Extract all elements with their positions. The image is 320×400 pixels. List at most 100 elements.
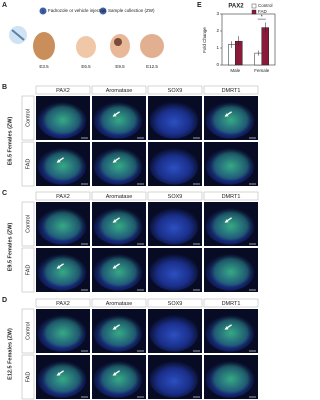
tissue [149, 207, 199, 245]
column-header-box [91, 85, 147, 95]
stage-label: E12.5 [146, 64, 158, 69]
tissue [149, 253, 199, 291]
row-label-box [21, 247, 35, 293]
stain [41, 207, 85, 241]
stage-label: E3.5 [39, 64, 49, 69]
panel-label: D [2, 297, 7, 304]
row-label: FAD [25, 372, 31, 383]
panel-label: A [2, 2, 7, 9]
stain [209, 360, 253, 394]
y-tick-label: 1 [216, 45, 219, 50]
y-axis-label: Fold Change [202, 27, 207, 53]
column-header-box [147, 191, 203, 201]
arrow-head [112, 113, 117, 117]
y-tick-label: 3 [216, 11, 219, 16]
plot-frame [221, 13, 276, 66]
column-header-box [91, 191, 147, 201]
embryo [110, 34, 130, 58]
column-header: DMRT1 [222, 88, 241, 94]
column-header-box [35, 298, 91, 308]
y-tick-label: 0 [216, 62, 219, 67]
row-label: FAD [25, 159, 31, 170]
step-number: 2 [102, 9, 105, 14]
group-label: E9.5 Females (ZW) [7, 223, 13, 272]
y-tick-label: 2 [216, 28, 219, 33]
step-number: 1 [42, 9, 45, 14]
row-label: Control [25, 109, 31, 127]
arrow-head [56, 372, 61, 376]
stain [97, 147, 141, 181]
panel-label: E [197, 2, 202, 9]
group-label: E6.5 Females (ZW) [7, 117, 13, 166]
column-header: SOX9 [168, 301, 183, 307]
column-header-box [147, 85, 203, 95]
stain [41, 360, 85, 394]
group-label: E12.5 Females (ZW) [7, 328, 13, 380]
column-header-box [203, 298, 259, 308]
legend-swatch [251, 9, 257, 15]
embryo [140, 34, 164, 58]
row-label-box [21, 201, 35, 247]
legend-swatch [251, 3, 257, 9]
stain [41, 147, 85, 181]
stain [209, 147, 253, 181]
stain [41, 253, 85, 287]
column-header-box [35, 85, 91, 95]
step-circle [39, 7, 47, 15]
arrow-head [56, 265, 61, 269]
column-header-box [147, 298, 203, 308]
row-label: Control [25, 215, 31, 233]
step-circle [99, 7, 107, 15]
column-header-box [91, 298, 147, 308]
stain [209, 101, 253, 135]
arrow-head [112, 159, 117, 163]
stage-label: E9.5 [115, 64, 125, 69]
arrow-head [112, 372, 117, 376]
row-label-box [21, 308, 35, 354]
column-header: DMRT1 [222, 301, 241, 307]
column-header: SOX9 [168, 194, 183, 200]
stain [97, 253, 141, 287]
chart-title: PAX2 [228, 4, 244, 10]
stage-label: E6.5 [81, 64, 91, 69]
arrow-head [112, 326, 117, 330]
tissue [149, 101, 199, 139]
tissue [149, 147, 199, 185]
arrow-head [112, 219, 117, 223]
stain [97, 314, 141, 348]
step-text: Fadrozole or vehicle injection [48, 8, 107, 13]
tissue [149, 360, 199, 398]
stain [209, 314, 253, 348]
stain [97, 207, 141, 241]
column-header: PAX2 [56, 301, 70, 307]
column-header-box [35, 191, 91, 201]
column-header: Aromatase [106, 194, 133, 200]
bar [261, 27, 269, 66]
x-tick-label: Female [254, 68, 270, 73]
stain [97, 101, 141, 135]
panel-label: B [2, 84, 7, 91]
row-label: Control [25, 322, 31, 340]
embryo [76, 36, 96, 58]
column-header: PAX2 [56, 194, 70, 200]
row-label: FAD [25, 265, 31, 276]
embryo-eye [114, 38, 122, 46]
column-header: SOX9 [168, 88, 183, 94]
column-header-box [203, 85, 259, 95]
egg [33, 32, 55, 60]
step-text: Sample collection (ZW) [108, 8, 155, 13]
stain [41, 314, 85, 348]
arrow-head [112, 265, 117, 269]
arrow-head [224, 326, 229, 330]
row-label-box [21, 95, 35, 141]
tissue [149, 314, 199, 352]
row-label-box [21, 141, 35, 187]
column-header: PAX2 [56, 88, 70, 94]
stain [97, 360, 141, 394]
significance: * [261, 14, 263, 20]
x-tick-label: Male [230, 68, 240, 73]
stain [209, 253, 253, 287]
arrow-head [224, 113, 229, 117]
panel-label: C [2, 190, 7, 197]
